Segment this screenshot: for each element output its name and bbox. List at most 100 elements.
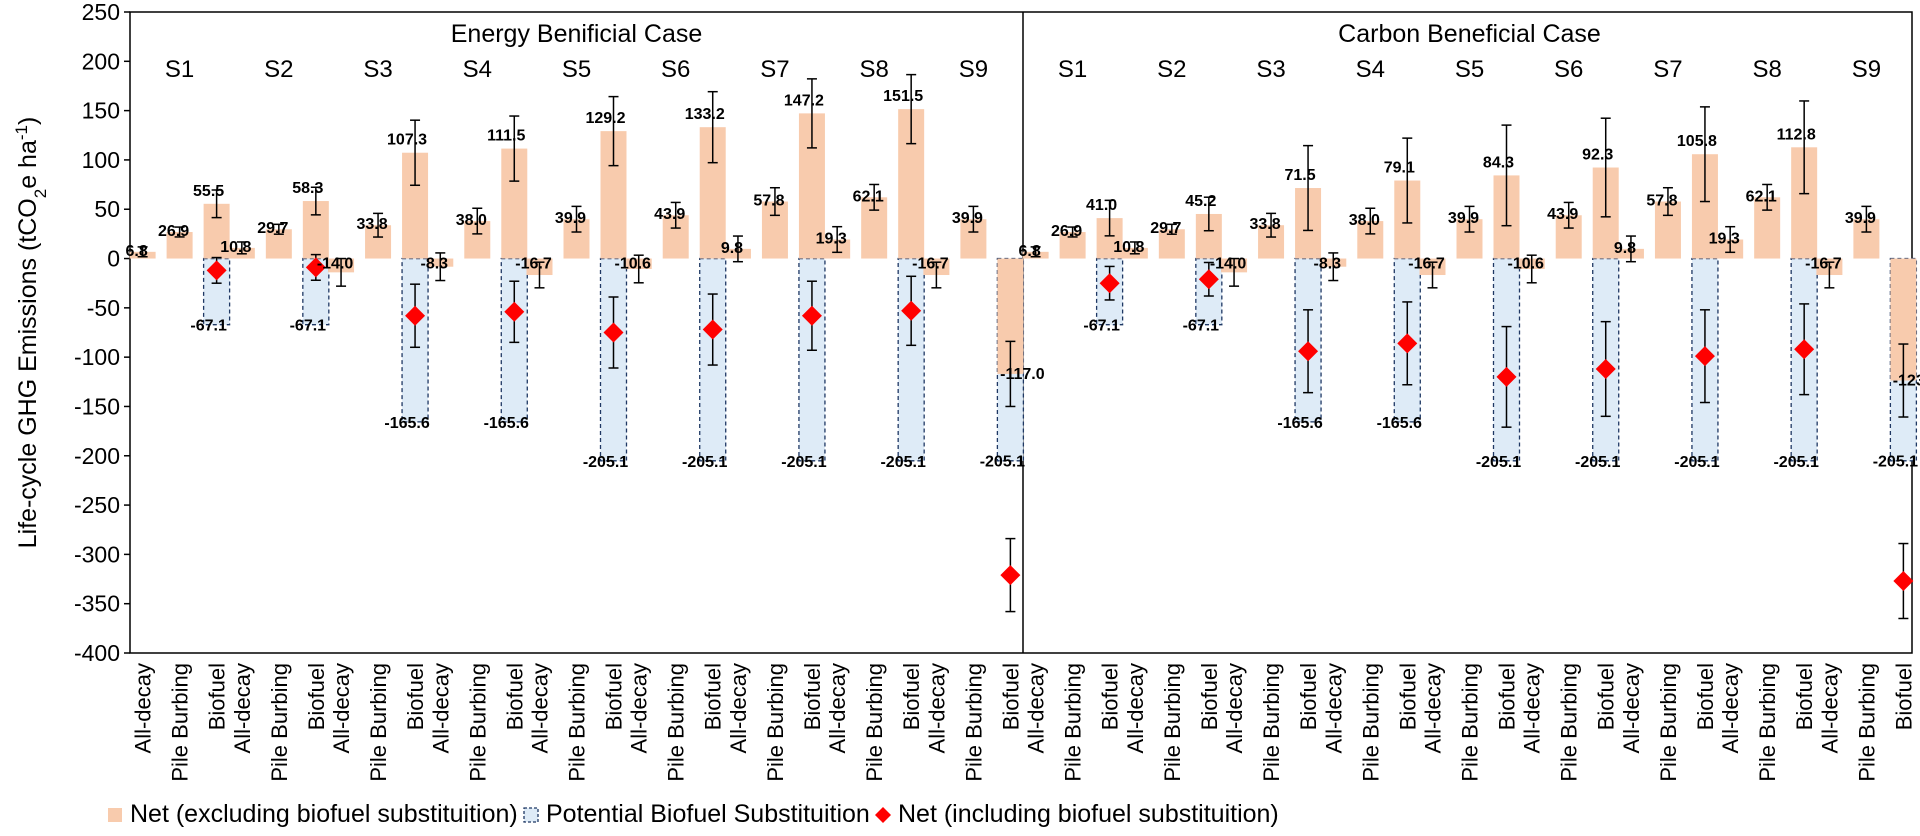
error-bar-biofuel xyxy=(310,186,321,216)
data-label-pile-burning: 62.1 xyxy=(853,188,884,205)
legend-item-net-excl: Net (excluding biofuel substituition) xyxy=(108,800,518,828)
error-bar-all-decay xyxy=(832,225,843,254)
category-label: Pile Burbing xyxy=(1259,663,1284,782)
error-bar-pile-burning xyxy=(1464,205,1475,233)
category-label: Pile Burbing xyxy=(1656,663,1681,782)
error-bar-all-decay xyxy=(931,261,942,289)
data-label-pile-burning: 39.9 xyxy=(1448,210,1479,227)
data-label-pile-burning: 38.0 xyxy=(456,212,487,229)
data-label-pile-burning: 26.9 xyxy=(1051,223,1082,240)
scenario-group-s3: S3 -14.0 33.8 71.5 -165.6 All-decay Pile Burbi… xyxy=(1210,56,1323,782)
scenario-label: S4 xyxy=(463,56,492,83)
error-bar-all-decay xyxy=(435,252,446,282)
data-label-pile-burning: 62.1 xyxy=(1746,188,1777,205)
category-label: All-decay xyxy=(528,663,553,753)
data-label-all-decay: -8.3 xyxy=(420,256,448,273)
net-including-marker xyxy=(504,301,525,322)
y-tick-label: 250 xyxy=(82,0,120,25)
data-label-pile-burning: 57.8 xyxy=(1646,193,1677,210)
data-label-potential: -67.1 xyxy=(290,318,327,335)
data-label-pile-burning: 39.9 xyxy=(555,210,586,227)
data-label-potential: -165.6 xyxy=(1377,415,1422,432)
data-label-biofuel: 147.2 xyxy=(784,92,824,109)
error-bar-biofuel xyxy=(1005,340,1016,408)
y-tick-label: -200 xyxy=(74,443,120,469)
potential-substitution-bar xyxy=(1294,257,1322,423)
legend-label: Net (including biofuel substituition) xyxy=(898,800,1279,828)
data-label-potential: -165.6 xyxy=(384,415,429,432)
error-bar-biofuel xyxy=(906,73,917,145)
category-label: Pile Burbing xyxy=(763,663,788,782)
panel-energy-beneficial: Energy Benificial Case S1 6.8 26.9 55.5 -67.1… xyxy=(125,20,1044,782)
y-axis-label-mid: e ha xyxy=(14,140,42,189)
scenario-label: S1 xyxy=(165,56,194,83)
net-including-marker xyxy=(1198,269,1219,290)
error-bar-biofuel xyxy=(1600,117,1611,218)
panel-title: Energy Benificial Case xyxy=(451,20,703,48)
data-label-potential: -205.1 xyxy=(1476,454,1521,471)
error-bar-biofuel xyxy=(1104,199,1115,237)
data-label-pile-burning: 33.8 xyxy=(356,216,387,233)
data-label-all-decay: -16.7 xyxy=(515,256,552,273)
category-label: Biofuel xyxy=(1395,663,1420,730)
category-label: Biofuel xyxy=(403,663,428,730)
scenario-group-s1: S1 6.8 26.9 55.5 -67.1 All-decay Pile Burbing B… xyxy=(125,56,231,782)
y-tick-label: 0 xyxy=(107,246,120,272)
data-label-biofuel: 133.2 xyxy=(685,106,725,123)
data-label-potential: -205.1 xyxy=(682,454,727,471)
error-bar-all-decay xyxy=(1328,252,1339,282)
scenario-label: S7 xyxy=(1653,56,1682,83)
scenario-label: S9 xyxy=(959,56,988,83)
category-label: Pile Burbing xyxy=(267,663,292,782)
y-tick-label: 200 xyxy=(82,48,120,74)
data-label-potential: -205.1 xyxy=(1674,454,1719,471)
category-label: All-decay xyxy=(726,663,751,753)
legend-item-potential: Potential Biofuel Substituition xyxy=(523,800,870,828)
scenario-group-s3: S3 -14.0 33.8 107.3 -165.6 All-decay Pile Burb… xyxy=(317,56,430,782)
y-axis-label: Life-cycle GHG Emissions (tCO2e ha-1) xyxy=(12,117,50,549)
data-label-all-decay: 9.8 xyxy=(721,240,743,257)
net-including-marker xyxy=(305,257,326,278)
data-label-pile-burning: 29.7 xyxy=(257,220,288,237)
error-bar-biofuel xyxy=(1898,343,1909,418)
category-label: All-decay xyxy=(1222,663,1247,753)
data-label-pile-burning: 38.0 xyxy=(1349,212,1380,229)
net-including-marker xyxy=(1099,273,1120,294)
scenario-group-s9: S9 -16.7 39.9 -123.7 -205.1 All-decay Pile Bur… xyxy=(1805,56,1920,782)
category-label: All-decay xyxy=(1321,663,1346,753)
scenario-group-s5: S5 -16.7 39.9 129.2 -205.1 All-decay Pile Burb… xyxy=(515,56,628,782)
net-including-marker xyxy=(1397,333,1418,354)
error-bar-pile-burning xyxy=(670,201,681,229)
data-label-all-decay: -16.7 xyxy=(1408,256,1445,273)
net-including-marker xyxy=(1000,565,1021,586)
scenario-group-s6: S6 -10.6 43.9 92.3 -205.1 All-decay Pile Burbi… xyxy=(1507,56,1620,782)
error-bar-biofuel xyxy=(707,90,718,164)
category-label: All-decay xyxy=(428,663,453,753)
data-label-biofuel: 79.1 xyxy=(1384,160,1415,177)
error-bar-pile-burning xyxy=(869,183,880,211)
category-label: Pile Burbing xyxy=(1755,663,1780,782)
scenario-group-s1: S1 6.8 26.941.0 -67.1 All-decay Pile Burbing B… xyxy=(1018,56,1124,782)
scenario-group-s9: S9 -16.7 39.9 -117.0 -205.1 All-decay Pile Bur… xyxy=(912,56,1045,782)
error-bar-all-decay xyxy=(1725,225,1736,254)
y-tick-label: -100 xyxy=(74,344,120,370)
net-including-marker xyxy=(702,319,723,340)
net-including-marker xyxy=(603,322,624,343)
category-label: Pile Burbing xyxy=(565,663,590,782)
y-tick-label: -150 xyxy=(74,393,120,419)
error-bar-pile-burning xyxy=(1762,183,1773,211)
data-label-all-decay: 9.8 xyxy=(1614,240,1636,257)
error-bar-all-decay xyxy=(1129,241,1140,255)
category-label: Pile Burbing xyxy=(366,663,391,782)
data-label-potential: -165.6 xyxy=(484,415,529,432)
data-label-pile-burning: 57.8 xyxy=(753,193,784,210)
legend-swatch-net-including xyxy=(875,807,891,823)
scenario-label: S5 xyxy=(562,56,591,83)
scenario-group-s8: S8 19.3 62.1 151.5 -205.1 All-decay Pile Burbi… xyxy=(816,56,926,782)
category-label: Biofuel xyxy=(1891,663,1916,730)
scenario-label: S5 xyxy=(1455,56,1484,83)
category-label: Biofuel xyxy=(1792,663,1817,730)
data-label-biofuel: 92.3 xyxy=(1582,147,1613,164)
data-label-biofuel: 111.5 xyxy=(487,128,525,145)
data-label-biofuel: 84.3 xyxy=(1483,154,1514,171)
